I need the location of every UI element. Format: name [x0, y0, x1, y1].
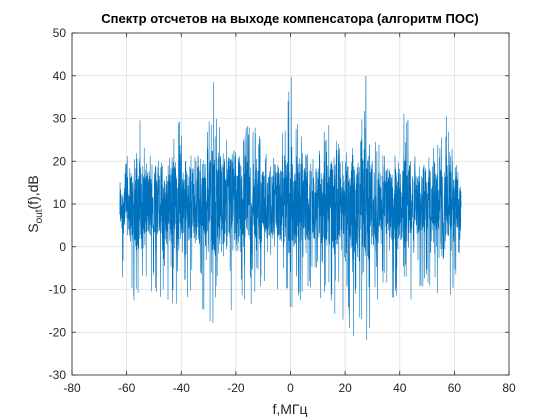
y-tick-label: 30: [53, 112, 67, 126]
y-tick-label: 0: [59, 240, 66, 254]
x-tick-label: -80: [63, 381, 81, 395]
y-axis-label: Sout(f),dB: [25, 175, 45, 232]
y-label-prefix: S: [25, 223, 41, 232]
ticks: -80 -60 -40 -20 0 20 40 60 80 -30 -20 -10 0 10 20 30 40 5…: [49, 26, 516, 395]
y-tick-label: 20: [53, 154, 67, 168]
x-tick-label: -40: [173, 381, 191, 395]
data-series: [119, 76, 462, 341]
y-tick-label: -30: [49, 368, 67, 382]
x-axis-label: f,МГц: [272, 401, 307, 417]
x-tick-label: 20: [338, 381, 352, 395]
y-label-suffix: (f),dB: [25, 175, 41, 209]
x-tick-label: 60: [448, 381, 462, 395]
spectrum-line: [119, 76, 462, 341]
y-tick-label: -20: [49, 325, 67, 339]
x-tick-label: 0: [287, 381, 294, 395]
x-tick-label: -60: [118, 381, 136, 395]
x-tick-label: 80: [502, 381, 516, 395]
x-tick-label: -20: [227, 381, 245, 395]
y-tick-label: 10: [53, 197, 67, 211]
y-label-subscript: out: [34, 209, 45, 223]
chart-title: Спектр отсчетов на выходе компенсатора (…: [101, 11, 478, 26]
x-tick-label: 40: [393, 381, 407, 395]
y-tick-label: 40: [53, 69, 67, 83]
y-tick-label: 50: [53, 26, 67, 40]
y-tick-label: -10: [49, 283, 67, 297]
